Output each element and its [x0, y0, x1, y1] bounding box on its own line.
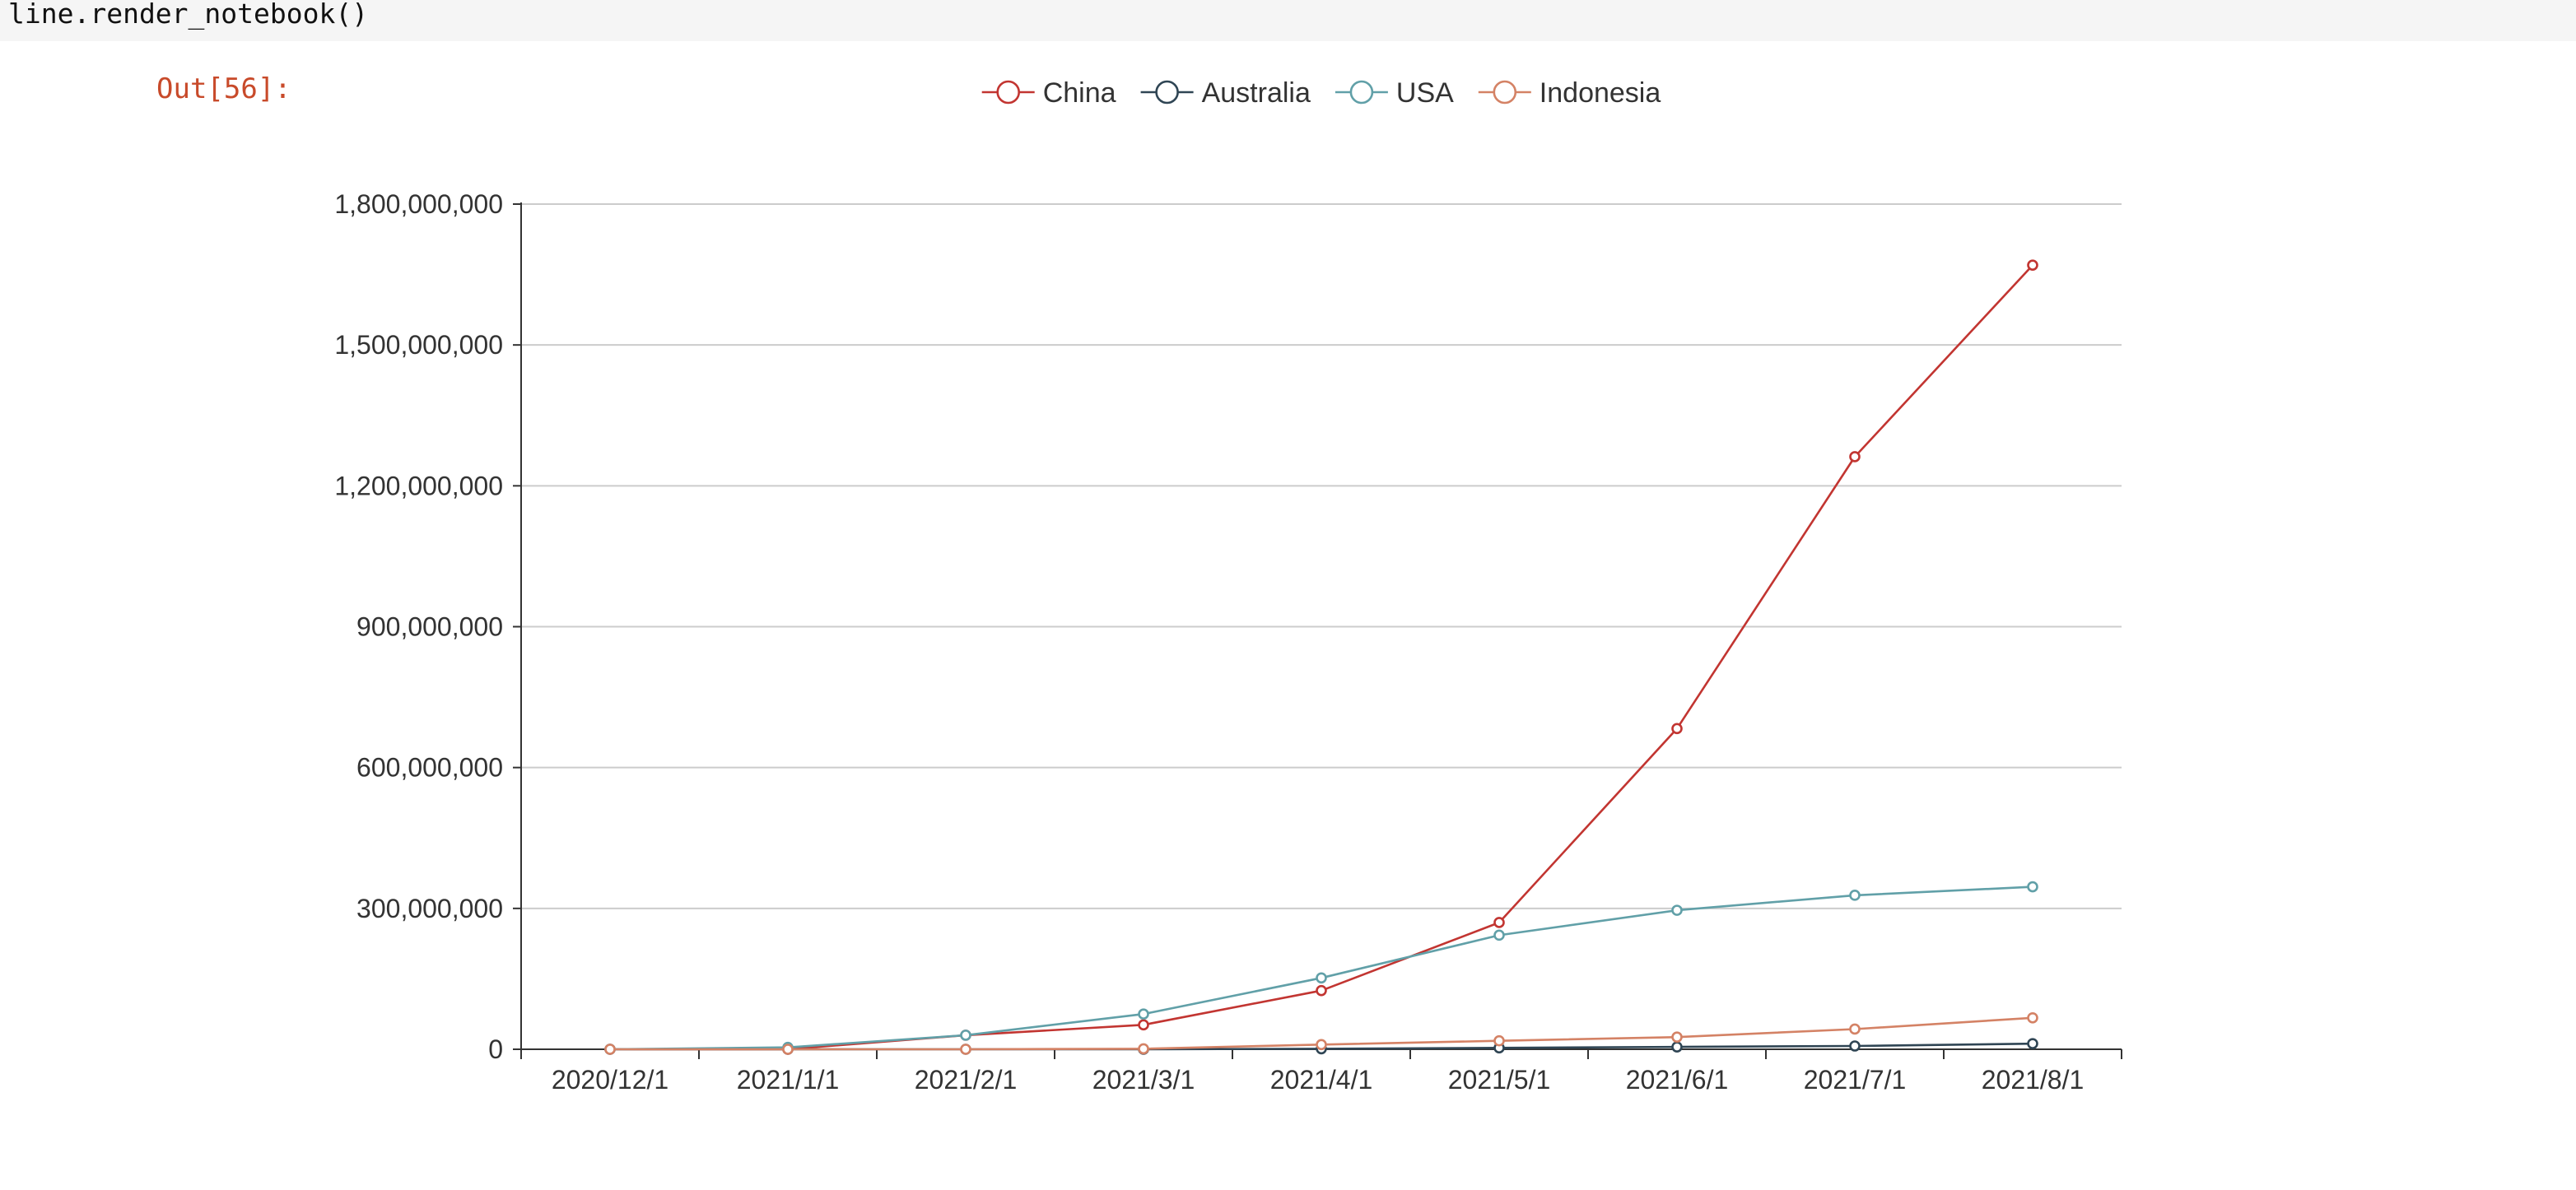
- legend-label: Indonesia: [1540, 77, 1661, 109]
- data-point-australia[interactable]: [2027, 1038, 2038, 1049]
- data-point-usa[interactable]: [1316, 972, 1327, 984]
- y-tick-label: 1,800,000,000: [334, 189, 503, 219]
- series-line-usa: [609, 886, 2033, 1051]
- data-point-china[interactable]: [1138, 1019, 1149, 1031]
- y-tick-label: 0: [488, 1034, 503, 1064]
- x-tick-label: 2021/4/1: [1270, 1065, 1373, 1095]
- data-point-indonesia[interactable]: [1493, 1034, 1505, 1047]
- data-point-australia[interactable]: [1849, 1040, 1861, 1052]
- data-point-australia[interactable]: [1671, 1041, 1683, 1053]
- x-tick-label: 2021/7/1: [1804, 1065, 1907, 1095]
- data-point-china[interactable]: [1316, 984, 1327, 997]
- y-tick-label: 900,000,000: [356, 612, 503, 642]
- code-cell[interactable]: line.render_notebook(): [0, 0, 2576, 41]
- x-tick-label: 2021/5/1: [1448, 1065, 1551, 1095]
- x-tick-label: 2021/1/1: [737, 1065, 840, 1095]
- x-tick-label: 2020/12/1: [552, 1065, 668, 1095]
- chart-legend[interactable]: China Australia USA Indonesia: [981, 77, 1661, 109]
- data-point-china[interactable]: [1493, 917, 1505, 928]
- data-point-indonesia[interactable]: [782, 1044, 794, 1055]
- data-point-indonesia[interactable]: [1316, 1039, 1327, 1051]
- legend-label: USA: [1396, 77, 1454, 109]
- legend-label: China: [1043, 77, 1116, 109]
- y-tick-label: 1,200,000,000: [334, 471, 503, 500]
- series-indonesia: [604, 1011, 2038, 1055]
- legend-item-china[interactable]: China: [981, 77, 1116, 109]
- data-point-indonesia[interactable]: [1849, 1023, 1861, 1035]
- data-point-indonesia[interactable]: [960, 1044, 971, 1055]
- data-point-china[interactable]: [1671, 723, 1683, 735]
- legend-line-circle-icon: [1335, 80, 1388, 105]
- output-prompt: Out[56]:: [156, 72, 291, 105]
- legend-item-indonesia[interactable]: Indonesia: [1478, 77, 1661, 109]
- data-point-indonesia[interactable]: [1671, 1031, 1683, 1043]
- series-china: [604, 259, 2038, 1055]
- legend-label: Australia: [1202, 77, 1311, 109]
- data-point-usa[interactable]: [1671, 904, 1683, 916]
- chart-series: [604, 259, 2038, 1055]
- chart-axes: 0 300,000,000 600,000,000 900,000,000 1,200,…: [334, 189, 2122, 1095]
- series-line-china: [610, 264, 2033, 1051]
- data-point-usa[interactable]: [1493, 929, 1505, 941]
- data-point-indonesia[interactable]: [1138, 1043, 1149, 1055]
- legend-item-australia[interactable]: Australia: [1140, 77, 1311, 109]
- legend-line-circle-icon: [1140, 80, 1194, 105]
- data-point-usa[interactable]: [960, 1030, 971, 1041]
- y-tick-label: 1,500,000,000: [334, 330, 503, 360]
- data-point-usa[interactable]: [1138, 1008, 1149, 1020]
- code-line[interactable]: line.render_notebook(): [8, 0, 369, 30]
- legend-line-circle-icon: [981, 80, 1035, 105]
- legend-item-usa[interactable]: USA: [1335, 77, 1454, 109]
- data-point-indonesia[interactable]: [2027, 1011, 2038, 1024]
- data-point-china[interactable]: [1849, 451, 1861, 463]
- x-tick-label: 2021/6/1: [1626, 1065, 1729, 1095]
- x-tick-label: 2021/2/1: [915, 1065, 1018, 1095]
- chart-grid: [521, 203, 2122, 909]
- data-point-indonesia[interactable]: [604, 1044, 616, 1055]
- data-point-china[interactable]: [2027, 259, 2038, 271]
- data-point-usa[interactable]: [2027, 881, 2038, 893]
- y-tick-label: 600,000,000: [356, 753, 503, 783]
- x-tick-label: 2021/8/1: [1982, 1065, 2085, 1095]
- y-tick-label: 300,000,000: [356, 894, 503, 923]
- legend-line-circle-icon: [1478, 80, 1531, 105]
- data-point-usa[interactable]: [1849, 890, 1861, 901]
- x-tick-label: 2021/3/1: [1092, 1065, 1195, 1095]
